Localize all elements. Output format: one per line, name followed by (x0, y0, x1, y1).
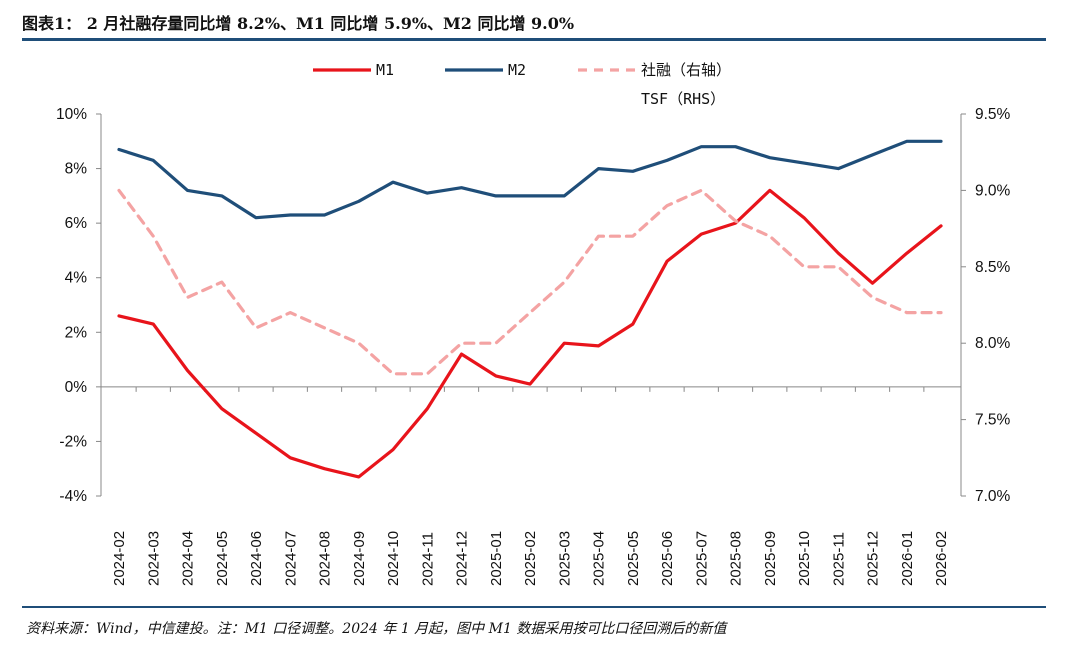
x-tick-label: 2024-11 (419, 532, 436, 586)
left-tick-label: 6% (65, 215, 88, 232)
left-tick-label: 10% (56, 106, 87, 123)
bottom-rule (22, 606, 1046, 608)
x-tick-label: 2025-09 (762, 531, 779, 586)
x-tick-label: 2024-02 (111, 531, 128, 586)
legend-label-m2: M2 (508, 61, 526, 79)
left-tick-label: 2% (65, 324, 88, 341)
x-tick-label: 2026-01 (899, 531, 916, 586)
x-tick-label: 2025-02 (522, 531, 539, 586)
x-tick-label: 2025-06 (659, 531, 676, 586)
legend-label-m1: M1 (376, 61, 394, 79)
legend-label-tsf-line2: TSF（RHS） (641, 90, 725, 108)
top-rule (22, 38, 1046, 41)
x-tick-label: 2025-05 (625, 531, 642, 586)
left-tick-label: 0% (65, 379, 88, 396)
x-tick-label: 2024-04 (180, 531, 197, 586)
x-tick-label: 2024-12 (454, 531, 471, 586)
x-tick-label: 2025-04 (591, 531, 608, 586)
series-line-m2 (117, 139, 943, 220)
chart-title: 图表1： 2 月社融存量同比增 8.2%、M1 同比增 5.9%、M2 同比增 … (22, 14, 575, 33)
x-tick-label: 2025-01 (488, 531, 505, 586)
x-tick-label: 2025-10 (796, 531, 813, 586)
x-tick-label: 2024-10 (385, 531, 402, 586)
right-tick-label: 7.0% (975, 488, 1011, 505)
x-tick-label: 2024-09 (351, 531, 368, 586)
x-tick-label: 2024-03 (145, 531, 162, 586)
x-tick-label: 2026-02 (933, 531, 950, 586)
left-tick-label: -4% (59, 488, 87, 505)
x-tick-label: 2025-03 (556, 531, 573, 586)
x-tick-label: 2025-07 (693, 531, 710, 586)
x-tick-label: 2025-11 (830, 532, 847, 586)
right-tick-label: 8.0% (975, 335, 1011, 352)
x-tick-label: 2024-06 (248, 531, 265, 586)
source-note: 资料来源：Wind，中信建投。注：M1 口径调整。2024 年 1 月起，图中 … (26, 621, 727, 637)
series-line-m1 (117, 188, 943, 479)
x-tick-label: 2024-08 (317, 531, 334, 586)
left-tick-label: 8% (65, 161, 88, 178)
x-tick-label: 2025-12 (865, 531, 882, 586)
line-chart: -4% -2% 0% 2% 4% 6% 8% 10% 7.0% 7.5% 8.0% 8.5% 9.0% 9… (56, 61, 1011, 586)
right-tick-label: 9.5% (975, 106, 1011, 123)
left-tick-label: -2% (59, 433, 87, 450)
x-tick-label: 2024-07 (282, 531, 299, 586)
right-tick-label: 9.0% (975, 182, 1011, 199)
right-tick-label: 8.5% (975, 259, 1011, 276)
legend-label-tsf: 社融（右轴） (641, 61, 731, 79)
left-tick-label: 4% (65, 270, 88, 287)
right-tick-label: 7.5% (975, 412, 1011, 429)
x-tick-label: 2024-05 (214, 531, 231, 586)
series-line-tsf (117, 188, 943, 376)
x-tick-label: 2025-08 (728, 531, 745, 586)
